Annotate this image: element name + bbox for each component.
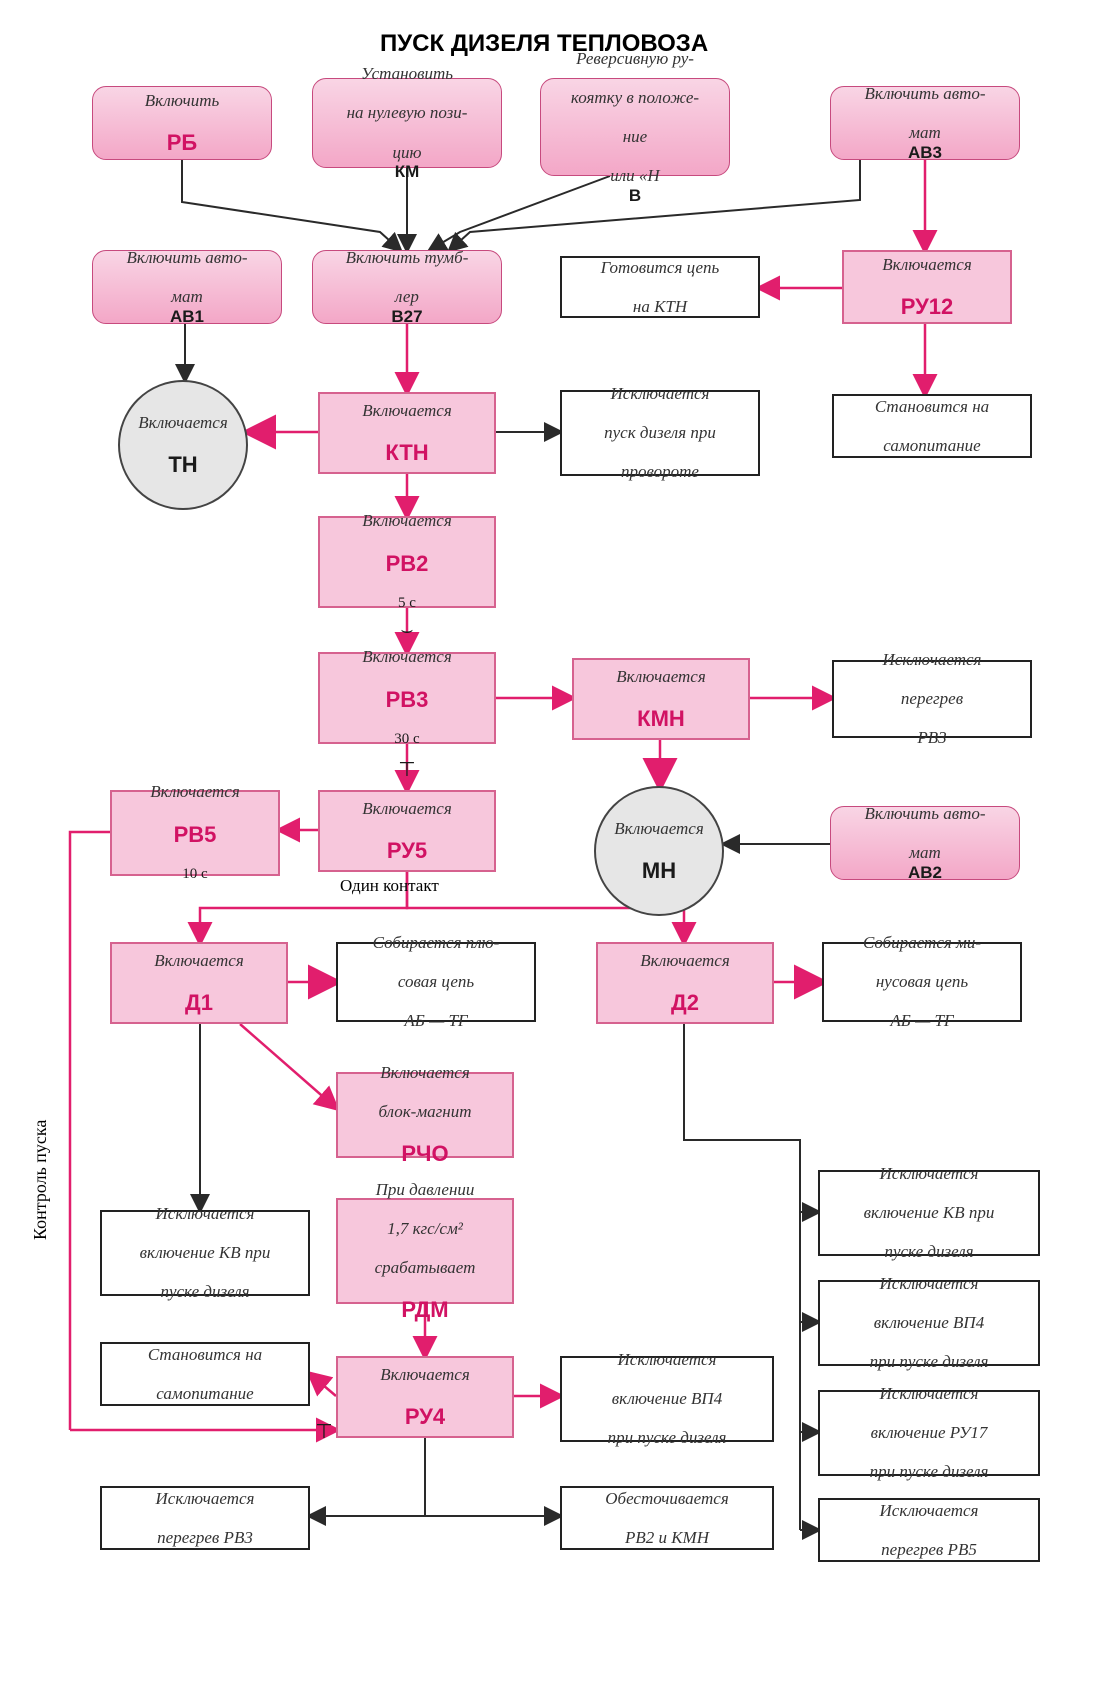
node-plus: Собирается плю-совая цепьАБ — ТГ (336, 942, 536, 1022)
node-ru4: ВключаетсяРУ4 (336, 1356, 514, 1438)
node-minus: Собирается ми-нусовая цепьАБ — ТГ (822, 942, 1022, 1022)
side-label: Контроль пуска (30, 1120, 51, 1240)
node-km: Установитьна нулевую пози-цию КМ (312, 78, 502, 168)
node-rcho: Включаетсяблок-магнитРЧО (336, 1072, 514, 1158)
node-rv5: ВключаетсяРВ510 с (110, 790, 280, 876)
node-kv_off_l: Исключаетсявключение КВ припуске дизеля (100, 1210, 310, 1296)
node-av1: Включить авто-мат АВ1 (92, 250, 282, 324)
node-ktn: ВключаетсяКТН (318, 392, 496, 474)
node-tn: ВключаетсяТН (118, 380, 248, 510)
node-rv3: ВключаетсяРВ330 с (318, 652, 496, 744)
node-av2: Включить авто-мат АВ2 (830, 806, 1020, 880)
node-mn: ВключаетсяМН (594, 786, 724, 916)
edge-rev-b27 (430, 176, 610, 250)
node-rev: Реверсивную ру-коятку в положе-ниеили «Н… (540, 78, 730, 176)
timer-glyph: ⌣ (400, 619, 413, 641)
node-rb: ВключитьРБ (92, 86, 272, 160)
edge-d2-fan (684, 1024, 800, 1530)
node-selfpwr: Становится насамопитание (832, 394, 1032, 458)
timer-glyph: ⊤ (398, 759, 415, 781)
edge-ru4-over_rv3_b (310, 1438, 425, 1516)
node-d2: ВключаетсяД2 (596, 942, 774, 1024)
node-kmn: ВключаетсяКМН (572, 658, 750, 740)
node-vp4_off_r: Исключаетсявключение ВП4при пуске дизеля (818, 1280, 1040, 1366)
edge-d1-rcho (240, 1024, 336, 1108)
node-kv_off_r: Исключаетсявключение КВ припуске дизеля (818, 1170, 1040, 1256)
node-rv2: ВключаетсяРВ25 с (318, 516, 496, 608)
node-d1: ВключаетсяД1 (110, 942, 288, 1024)
node-over_rv3_b: Исключаетсяперегрев РВ3 (100, 1486, 310, 1550)
node-av3: Включить авто-мат АВ3 (830, 86, 1020, 160)
node-ktnprep: Готовится цепьна КТН (560, 256, 760, 318)
node-ru17_off: Исключаетсявключение РУ17при пуске дизел… (818, 1390, 1040, 1476)
timer-glyph: ⊤ (315, 1421, 332, 1443)
edge-ru4-rv2kmn_off (425, 1438, 560, 1516)
caption-odin-kontakt: Один контакт (340, 876, 439, 896)
node-over_rv5: Исключаетсяперегрев РВ5 (818, 1498, 1040, 1562)
node-ru12: ВключаетсяРУ12 (842, 250, 1012, 324)
edge-rv5-control (70, 832, 110, 1430)
edge-ru4-selfpwr2 (310, 1374, 336, 1396)
node-noOverRv3: ИсключаетсяперегревРВ3 (832, 660, 1032, 738)
node-rv2kmn_off: ОбесточиваетсяРВ2 и КМН (560, 1486, 774, 1550)
node-vp4_off_m: Исключаетсявключение ВП4при пуске дизеля (560, 1356, 774, 1442)
node-ru5: ВключаетсяРУ5 (318, 790, 496, 872)
edge-rb-b27 (182, 160, 400, 250)
node-selfpwr2: Становится насамопитание (100, 1342, 310, 1406)
node-b27: Включить тумб-лер В27 (312, 250, 502, 324)
node-rdm: При давлении1,7 кгс/см²срабатываетРДМ (336, 1198, 514, 1304)
node-noProv: Исключаетсяпуск дизеля припровороте (560, 390, 760, 476)
